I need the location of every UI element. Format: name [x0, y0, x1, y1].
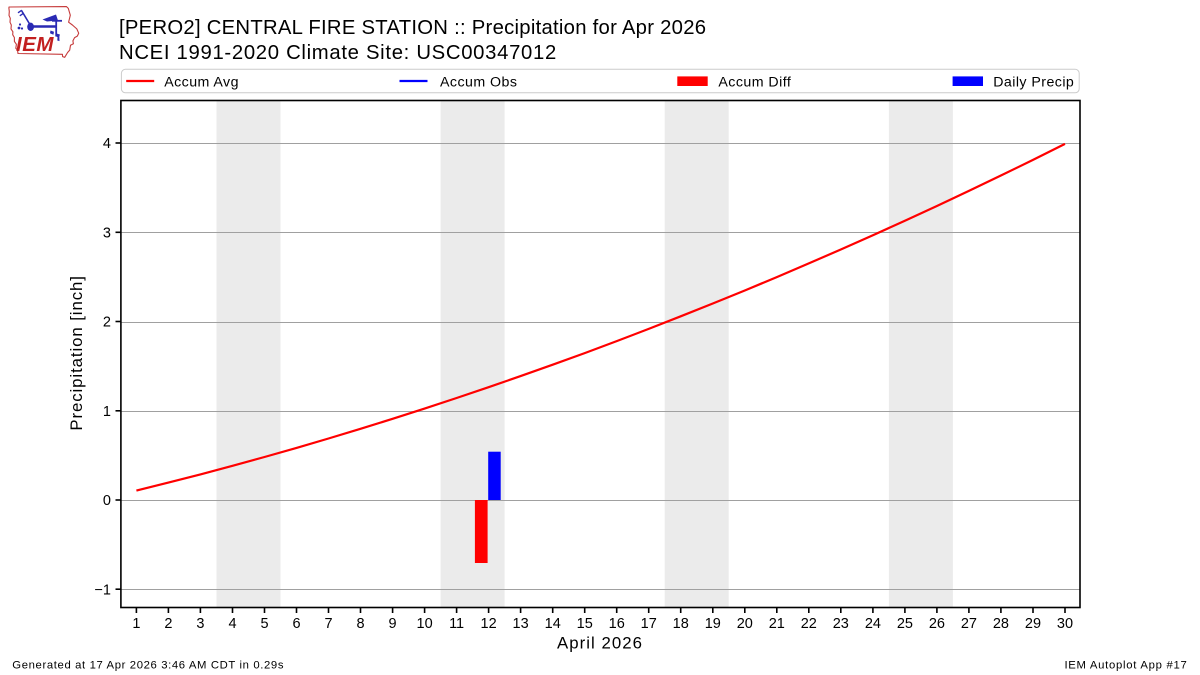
- svg-text:2: 2: [164, 616, 172, 632]
- svg-text:Accum Diff: Accum Diff: [718, 74, 791, 90]
- svg-text:18: 18: [673, 616, 689, 632]
- svg-text:Accum Avg: Accum Avg: [164, 74, 239, 90]
- svg-text:30: 30: [1057, 616, 1073, 632]
- svg-text:10: 10: [417, 616, 433, 632]
- svg-text:1: 1: [103, 404, 111, 420]
- svg-text:23: 23: [833, 616, 849, 632]
- svg-text:2: 2: [103, 315, 111, 331]
- svg-text:5: 5: [260, 616, 268, 632]
- svg-text:[PERO2] CENTRAL FIRE STATION :: [PERO2] CENTRAL FIRE STATION :: Precipit…: [119, 17, 706, 39]
- svg-text:28: 28: [993, 616, 1009, 632]
- svg-text:6: 6: [292, 616, 300, 632]
- svg-text:3: 3: [103, 226, 111, 242]
- svg-text:26: 26: [929, 616, 945, 632]
- svg-text:Daily Precip: Daily Precip: [993, 74, 1074, 90]
- svg-text:20: 20: [737, 616, 753, 632]
- svg-text:13: 13: [513, 616, 529, 632]
- svg-text:0: 0: [103, 493, 111, 509]
- svg-text:IEM: IEM: [16, 33, 54, 56]
- svg-text:24: 24: [865, 616, 881, 632]
- svg-text:17: 17: [641, 616, 657, 632]
- svg-text:8: 8: [356, 616, 364, 632]
- svg-text:21: 21: [769, 616, 785, 632]
- svg-text:29: 29: [1025, 616, 1041, 632]
- svg-text:NCEI 1991-2020 Climate Site: U: NCEI 1991-2020 Climate Site: USC00347012: [119, 42, 557, 64]
- svg-text:Precipitation [inch]: Precipitation [inch]: [67, 275, 86, 431]
- svg-text:14: 14: [545, 616, 561, 632]
- svg-text:11: 11: [449, 616, 464, 632]
- svg-text:4: 4: [228, 616, 236, 632]
- svg-text:27: 27: [961, 616, 977, 632]
- svg-text:16: 16: [609, 616, 625, 632]
- svg-text:April 2026: April 2026: [557, 634, 643, 653]
- svg-text:1: 1: [132, 616, 140, 632]
- svg-text:4: 4: [103, 136, 111, 152]
- svg-text:19: 19: [705, 616, 721, 632]
- svg-text:7: 7: [324, 616, 332, 632]
- svg-text:−1: −1: [94, 582, 111, 598]
- svg-text:Accum Obs: Accum Obs: [440, 74, 517, 90]
- svg-text:15: 15: [577, 616, 593, 632]
- svg-text:25: 25: [897, 616, 913, 632]
- svg-text:Generated at 17 Apr 2026 3:46: Generated at 17 Apr 2026 3:46 AM CDT in …: [12, 659, 284, 671]
- svg-text:9: 9: [389, 616, 397, 632]
- svg-text:IEM Autoplot App #17: IEM Autoplot App #17: [1064, 659, 1187, 671]
- svg-text:22: 22: [801, 616, 817, 632]
- svg-text:3: 3: [196, 616, 204, 632]
- svg-text:12: 12: [481, 616, 497, 632]
